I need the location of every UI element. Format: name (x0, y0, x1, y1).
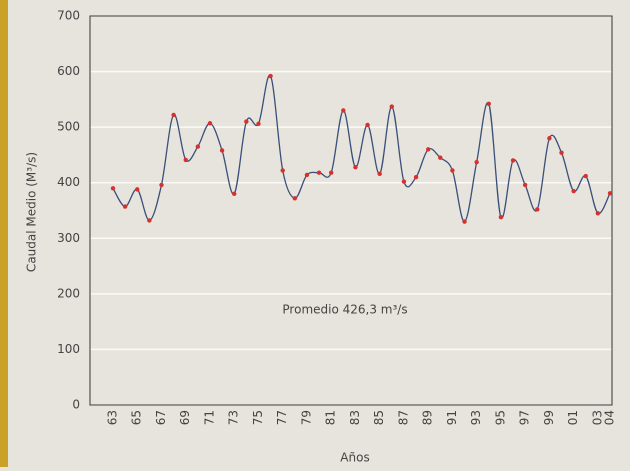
x-tick-label: 93 (469, 410, 483, 425)
point (280, 168, 285, 173)
point (522, 182, 528, 188)
point (232, 191, 237, 197)
point (110, 186, 116, 191)
point (425, 147, 431, 152)
point (535, 207, 540, 212)
x-tick-label: 87 (396, 410, 410, 425)
point (171, 112, 176, 118)
y-tick-label: 200 (57, 286, 80, 300)
annotation: Promedio 426,3 m³/s (282, 303, 407, 317)
point (547, 136, 552, 141)
x-tick-label: 01 (566, 410, 580, 425)
point (219, 148, 225, 153)
point (559, 150, 564, 155)
y-tick-label: 300 (57, 231, 80, 245)
point (147, 218, 152, 223)
x-tick-label: 73 (227, 410, 241, 425)
side-stripe (0, 0, 8, 467)
x-tick-label: 99 (542, 410, 556, 425)
x-tick-label: 69 (178, 410, 192, 425)
x-tick-label: 65 (130, 410, 144, 425)
point (328, 170, 334, 175)
point (571, 188, 576, 194)
point (304, 172, 310, 178)
y-tick-label: 400 (57, 175, 80, 189)
point (207, 121, 213, 126)
point (438, 155, 443, 160)
point (401, 179, 407, 184)
x-tick-label: 97 (518, 410, 532, 425)
point (474, 159, 479, 165)
x-tick-label: 95 (493, 410, 507, 425)
x-tick-label: 04 (603, 410, 617, 425)
x-tick-label: 77 (275, 410, 289, 425)
point (486, 101, 491, 107)
point (353, 164, 358, 170)
point (341, 108, 346, 113)
x-axis-label: Años (340, 451, 369, 465)
y-tick-label: 500 (57, 120, 80, 134)
point (316, 170, 322, 175)
x-tick-label: 91 (445, 410, 459, 425)
point (498, 214, 504, 220)
point (583, 173, 588, 179)
point (377, 171, 382, 177)
point (292, 196, 298, 201)
point (135, 187, 140, 192)
point (122, 204, 128, 209)
plot-frame (89, 15, 613, 406)
x-tick-label: 63 (106, 410, 120, 425)
x-tick-label: 81 (324, 410, 338, 425)
x-tick-label: 71 (202, 410, 216, 425)
y-tick-label: 700 (57, 9, 80, 23)
y-tick-label: 0 (72, 398, 80, 412)
point (413, 174, 419, 180)
point (268, 73, 273, 79)
x-tick-label: 67 (154, 410, 168, 425)
point (389, 104, 395, 109)
y-tick-label: 600 (57, 64, 80, 78)
point (365, 122, 370, 128)
point (607, 191, 613, 196)
x-tick-label: 89 (421, 410, 435, 425)
point (159, 182, 164, 188)
y-axis-label: Caudal Medio (M³/s) (25, 152, 39, 272)
y-tick-label: 100 (57, 342, 80, 356)
x-tick-label: 03 (590, 410, 604, 425)
x-tick-label: 83 (348, 410, 362, 425)
x-tick-label: 75 (251, 410, 265, 425)
point (595, 211, 601, 216)
point (462, 219, 467, 224)
point (256, 121, 261, 127)
point (510, 158, 516, 163)
point (244, 119, 249, 124)
x-tick-label: 85 (372, 410, 386, 425)
point (195, 144, 201, 149)
point (450, 168, 455, 173)
x-tick-label: 79 (299, 410, 313, 425)
point (183, 157, 188, 163)
